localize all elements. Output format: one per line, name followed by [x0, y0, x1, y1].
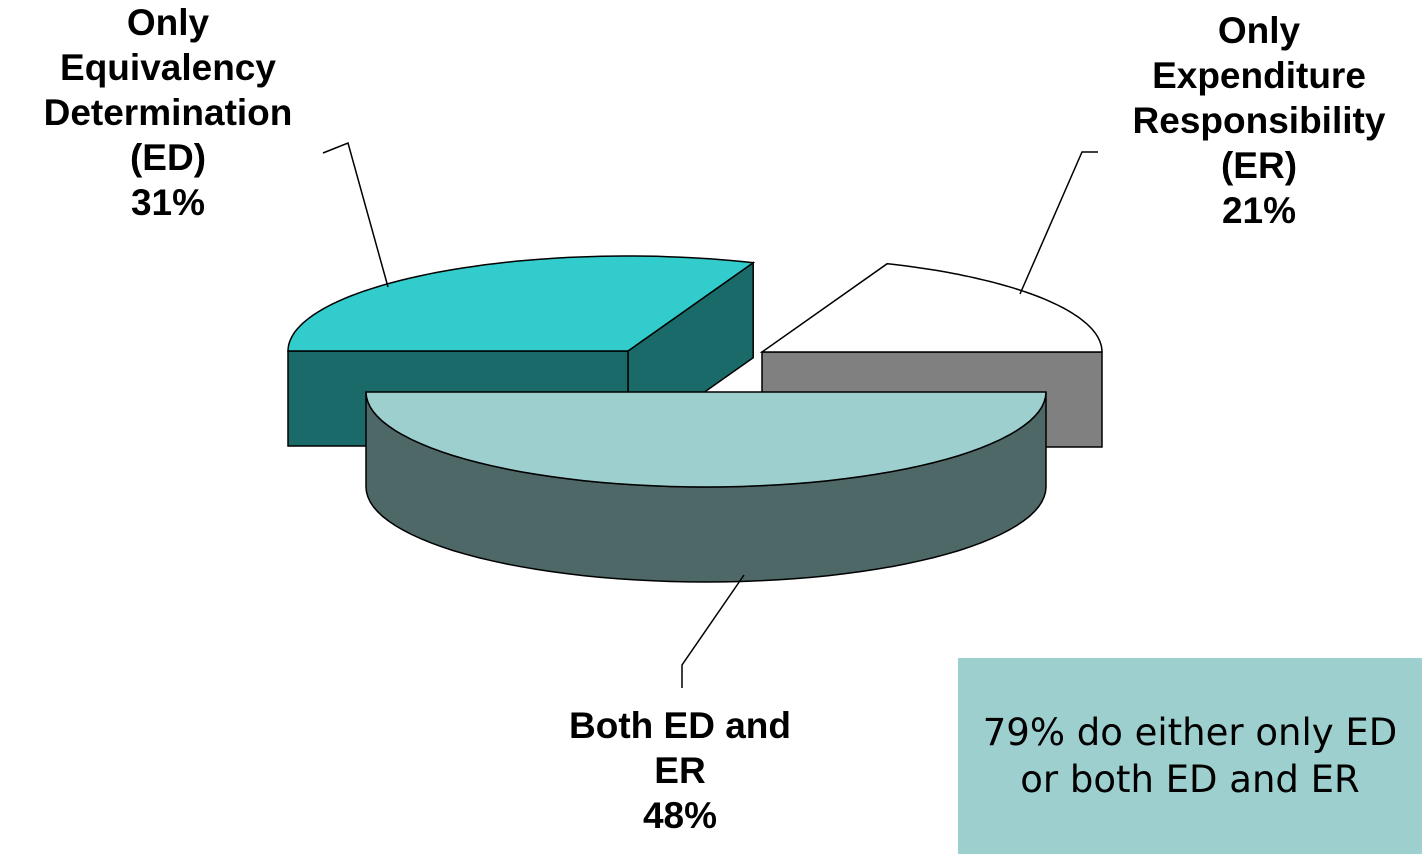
callout-text: 79% do either only ED or both ED and ER — [982, 711, 1398, 801]
pie-slice-both — [365, 391, 1047, 583]
slice-label-er-line-4: (ER) — [1220, 145, 1298, 186]
slices-layer — [287, 255, 1103, 583]
pie-slice-ed-top — [287, 255, 756, 352]
slice-value-both: 48% — [642, 795, 718, 836]
callout-box: 79% do either only ED or both ED and ER — [958, 658, 1422, 854]
slice-label-ed-line-2: Equivalency — [60, 47, 276, 88]
slice-label-both: Both ED and ER 48% — [520, 703, 840, 838]
slice-label-er-line-1: Only — [1217, 10, 1301, 51]
leader-line-ed — [322, 141, 389, 288]
pie-slice-er-top — [759, 262, 1103, 353]
slice-label-both-line-1: Both ED and — [569, 705, 791, 746]
leader-line-er — [1019, 151, 1098, 295]
leader-line-both — [681, 574, 745, 688]
slice-label-er: Only Expenditure Responsibility (ER) 21% — [1096, 8, 1422, 233]
slice-label-ed: Only Equivalency Determination (ED) 31% — [0, 0, 336, 225]
slice-label-ed-line-4: (ED) — [129, 137, 207, 178]
slice-label-er-line-2: Expenditure — [1152, 55, 1366, 96]
slice-label-ed-line-1: Only — [126, 2, 210, 43]
slice-value-ed: 31% — [130, 182, 206, 223]
slice-value-er: 21% — [1221, 190, 1297, 231]
slice-label-both-line-2: ER — [654, 750, 706, 791]
slice-label-er-line-3: Responsibility — [1132, 100, 1386, 141]
pie-slice-both-top — [365, 391, 1047, 488]
leader-lines — [322, 141, 1098, 688]
slice-label-ed-line-3: Determination — [43, 92, 293, 133]
